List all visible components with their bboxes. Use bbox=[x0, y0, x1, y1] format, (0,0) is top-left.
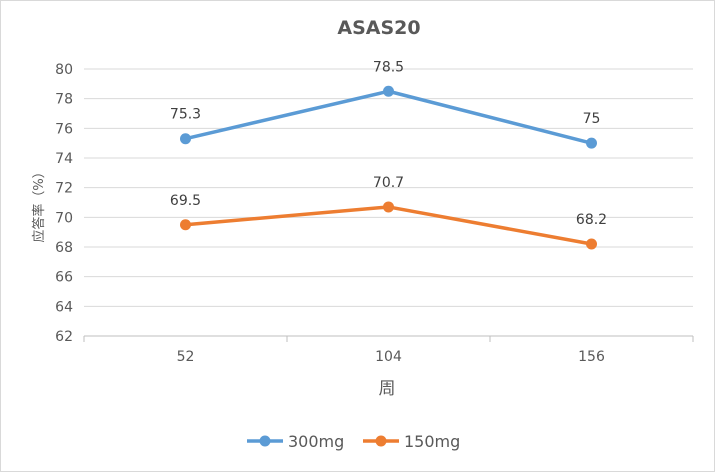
data-label-150mg: 69.5 bbox=[170, 193, 201, 209]
y-tick-label: 70 bbox=[55, 210, 73, 226]
x-tick-label: 52 bbox=[177, 349, 195, 365]
x-tick-label: 156 bbox=[578, 349, 605, 365]
data-label-150mg: 68.2 bbox=[576, 212, 607, 228]
x-axis-label: 周 bbox=[379, 379, 396, 399]
data-point-300mg bbox=[383, 85, 394, 97]
y-axis-ticks: 62 64 66 68 70 72 74 76 78 80 bbox=[55, 62, 73, 345]
gridlines bbox=[84, 68, 693, 337]
data-point-300mg bbox=[180, 133, 191, 145]
y-axis-label: 应答率（%） bbox=[31, 165, 47, 242]
legend: 300mg 150mg bbox=[247, 432, 460, 451]
y-tick-label: 76 bbox=[55, 121, 73, 137]
data-label-150mg: 70.7 bbox=[373, 175, 404, 191]
y-tick-label: 68 bbox=[55, 240, 73, 256]
legend-label-150mg: 150mg bbox=[404, 432, 460, 451]
y-tick-label: 80 bbox=[55, 62, 73, 78]
data-label-300mg: 75 bbox=[583, 111, 601, 127]
y-tick-label: 78 bbox=[55, 92, 73, 108]
x-axis: 52 104 156 bbox=[83, 336, 694, 365]
y-tick-label: 62 bbox=[55, 329, 73, 345]
data-point-300mg bbox=[586, 137, 597, 149]
data-label-300mg: 78.5 bbox=[373, 59, 404, 75]
y-tick-label: 72 bbox=[55, 181, 73, 197]
y-tick-label: 74 bbox=[55, 151, 73, 167]
y-tick-label: 66 bbox=[55, 270, 73, 286]
legend-swatch-marker-300mg bbox=[259, 435, 271, 447]
chart-title: ASAS20 bbox=[337, 17, 420, 39]
series-group: 75.3 78.5 75 69.5 70.7 68.2 bbox=[170, 59, 607, 250]
x-tick-label: 104 bbox=[375, 349, 402, 365]
legend-label-300mg: 300mg bbox=[288, 432, 344, 451]
data-label-300mg: 75.3 bbox=[170, 107, 201, 123]
series-line-150mg bbox=[183, 205, 594, 246]
y-tick-label: 64 bbox=[55, 299, 73, 315]
data-point-150mg bbox=[586, 238, 597, 250]
data-point-150mg bbox=[180, 219, 191, 231]
legend-swatch-marker-150mg bbox=[375, 435, 387, 447]
data-point-150mg bbox=[383, 201, 394, 213]
